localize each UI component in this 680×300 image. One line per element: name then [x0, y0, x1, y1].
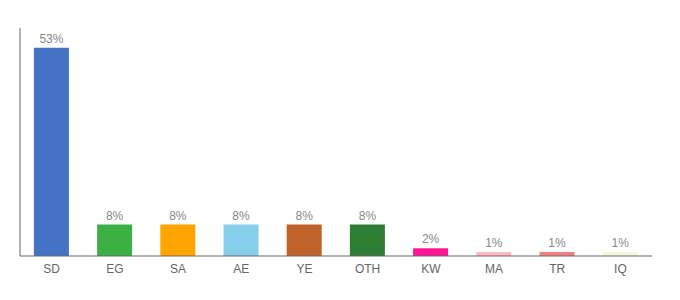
svg-text:TR: TR	[549, 262, 565, 276]
svg-text:IQ: IQ	[614, 262, 627, 276]
svg-text:KW: KW	[421, 262, 441, 276]
svg-text:1%: 1%	[485, 236, 503, 250]
svg-text:EG: EG	[106, 262, 123, 276]
svg-text:SD: SD	[43, 262, 60, 276]
svg-text:AE: AE	[233, 262, 249, 276]
svg-text:8%: 8%	[359, 209, 377, 223]
svg-text:YE: YE	[296, 262, 312, 276]
svg-text:8%: 8%	[106, 209, 124, 223]
svg-text:SA: SA	[170, 262, 186, 276]
svg-text:MA: MA	[485, 262, 503, 276]
svg-text:8%: 8%	[232, 209, 250, 223]
svg-text:1%: 1%	[548, 236, 566, 250]
svg-text:8%: 8%	[296, 209, 314, 223]
svg-text:8%: 8%	[169, 209, 187, 223]
svg-text:2%: 2%	[422, 232, 440, 246]
svg-text:53%: 53%	[39, 32, 63, 46]
svg-text:1%: 1%	[612, 236, 630, 250]
svg-text:OTH: OTH	[355, 262, 380, 276]
